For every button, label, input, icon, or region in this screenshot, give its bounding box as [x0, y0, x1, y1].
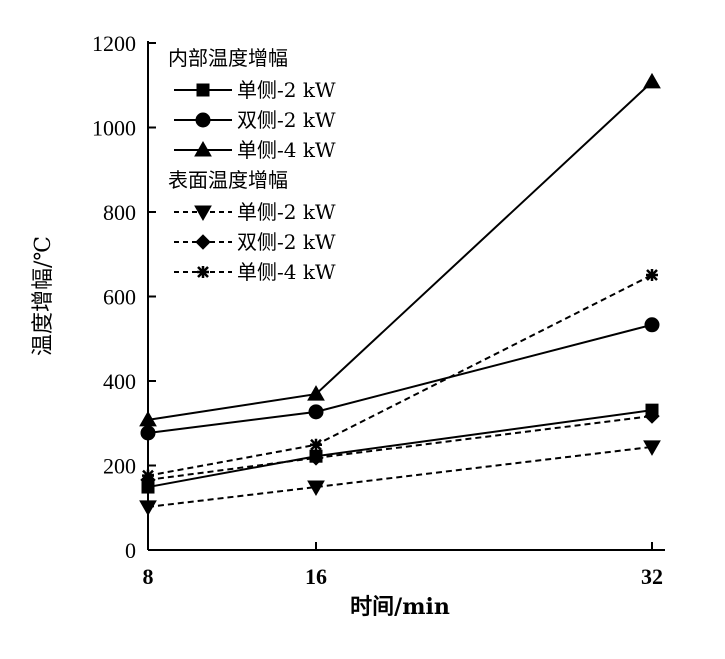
- y-axis-label: 温度增幅/℃: [31, 236, 56, 356]
- series-line: [147, 409, 653, 489]
- axes: 0 200 400 600 800 1000 1200 8 16 32: [92, 31, 665, 589]
- legend-item: 单侧-2 kW: [174, 78, 336, 102]
- data-point: [308, 450, 324, 466]
- series-line: [147, 81, 653, 421]
- data-point: [307, 480, 325, 497]
- series-5: [142, 268, 658, 482]
- y-tick-label: 1200: [92, 31, 136, 56]
- legend-item: 单侧-2 kW: [174, 200, 336, 224]
- legend-item: 单侧-4 kW: [174, 138, 336, 162]
- legend-marker: [194, 205, 212, 222]
- data-point: [140, 425, 156, 441]
- legend-label: 单侧-2 kW: [237, 200, 336, 224]
- legend-item: 单侧-4 kW: [174, 260, 336, 284]
- legend-marker: [195, 234, 211, 250]
- legend-group-title: 表面温度增幅: [168, 168, 288, 192]
- series-2: [139, 72, 661, 427]
- y-tick-label: 400: [103, 369, 136, 394]
- data-point: [308, 404, 324, 420]
- data-point: [643, 440, 661, 456]
- data-point: [643, 72, 661, 89]
- data-point: [142, 469, 154, 482]
- data-point: [139, 410, 157, 427]
- y-tick-label: 200: [103, 454, 136, 479]
- y-tick-label: 1000: [92, 116, 136, 141]
- data-point: [139, 500, 157, 516]
- x-tick-label: 8: [143, 564, 154, 589]
- legend-marker: [197, 266, 209, 278]
- plot-area: [139, 72, 661, 516]
- legend-label: 双侧-2 kW: [237, 230, 336, 254]
- series-0: [141, 403, 659, 494]
- series-line: [147, 415, 653, 481]
- legend-label: 单侧-2 kW: [237, 78, 336, 102]
- data-point: [644, 317, 660, 333]
- series-1: [140, 317, 660, 441]
- legend-label: 单侧-4 kW: [237, 138, 336, 162]
- y-tick-label: 600: [103, 285, 136, 310]
- data-point: [644, 408, 660, 424]
- y-tick-label: 0: [125, 538, 136, 563]
- data-point: [310, 438, 322, 451]
- data-point: [646, 268, 658, 281]
- data-point: [307, 385, 325, 401]
- legend-marker: [194, 140, 212, 157]
- legend-group-title: 内部温度增幅: [168, 46, 288, 70]
- series-3: [139, 440, 661, 516]
- legend-item: 双侧-2 kW: [174, 108, 336, 132]
- legend-label: 双侧-2 kW: [237, 108, 336, 132]
- x-tick-label: 16: [305, 564, 327, 589]
- x-axis-label: 时间/min: [350, 594, 450, 620]
- y-tick-label: 800: [103, 200, 136, 225]
- legend-marker: [195, 112, 211, 128]
- x-tick-label: 32: [641, 564, 663, 589]
- legend-marker: [196, 83, 210, 97]
- legend-item: 双侧-2 kW: [174, 230, 336, 254]
- series-line: [147, 323, 653, 434]
- series-line: [147, 445, 653, 508]
- legend-label: 单侧-4 kW: [237, 260, 336, 284]
